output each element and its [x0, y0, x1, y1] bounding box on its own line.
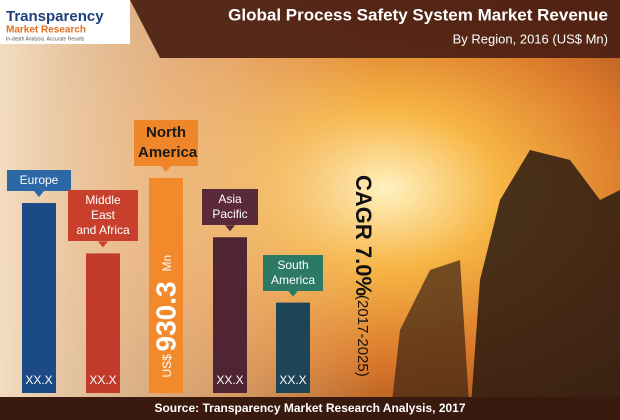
category-label: Middle East and Africa	[68, 190, 138, 242]
bar	[149, 178, 183, 393]
category-label: North America	[134, 120, 198, 166]
bar	[22, 203, 56, 393]
value-unit: US$	[160, 354, 174, 378]
category-label: Europe	[7, 170, 71, 192]
label-pointer	[225, 225, 235, 232]
background-fade	[0, 0, 380, 420]
source: Source: Transparency Market Research Ana…	[154, 401, 465, 415]
logo-box	[0, 0, 130, 44]
value-label: 930.3	[150, 281, 181, 351]
cagr: CAGR 7.0%	[351, 175, 376, 296]
value-label: XX.X	[216, 373, 243, 387]
bar	[276, 302, 310, 393]
category-label: Asia Pacific	[202, 189, 258, 226]
chart-title: Global Process Safety System Market Reve…	[228, 5, 608, 24]
label-pointer	[34, 191, 44, 198]
category-label: South America	[263, 254, 323, 291]
label-pointer	[98, 241, 108, 248]
firefighter-silhouette	[470, 150, 620, 420]
value-label-group: US$ 930.3 Mn	[150, 255, 181, 378]
bar	[213, 237, 247, 393]
label-pointer	[288, 290, 298, 297]
firefighter-silhouette	[390, 260, 470, 420]
label-pointer	[161, 166, 171, 172]
value-unit: Mn	[160, 255, 174, 272]
footer-band	[0, 397, 620, 420]
logo-name2: Market Research	[6, 25, 86, 36]
value-label: XX.X	[279, 373, 306, 387]
logo-tagline: In-depth Analysis. Accurate Results	[6, 36, 85, 42]
cagr-period: (2017-2025)	[354, 295, 371, 377]
logo-name: Transparency	[6, 8, 104, 25]
bar	[86, 253, 120, 393]
value-label: XX.X	[25, 373, 52, 387]
header-band	[130, 0, 620, 58]
chart-subtitle: By Region, 2016 (US$ Mn)	[453, 31, 608, 46]
value-label: XX.X	[89, 373, 116, 387]
